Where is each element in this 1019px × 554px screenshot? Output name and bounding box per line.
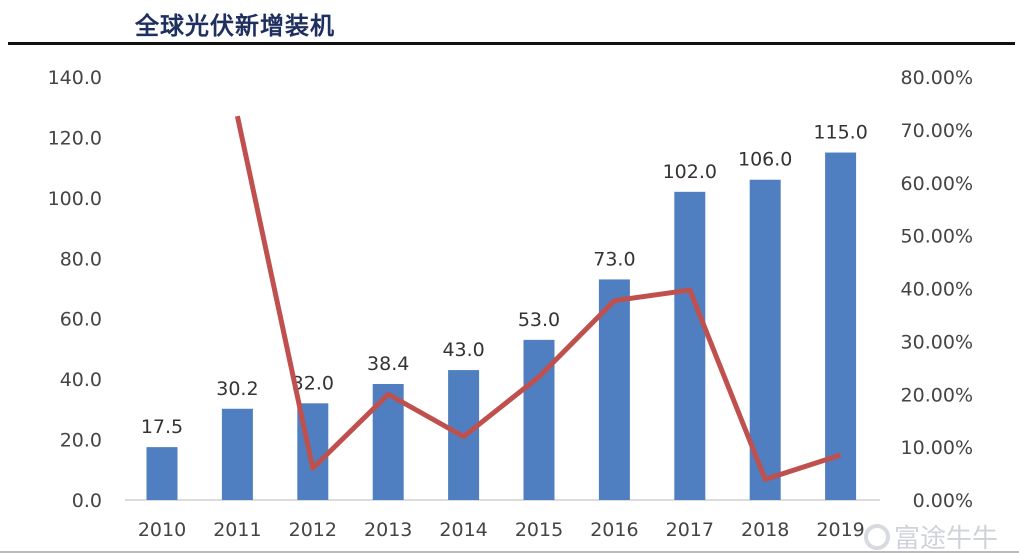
bar-data-label: 32.0 bbox=[292, 372, 334, 394]
bottom-divider bbox=[0, 551, 1019, 553]
bar-2011 bbox=[221, 408, 253, 500]
left-axis-tick-label: 40.0 bbox=[60, 369, 102, 391]
x-axis-tick-label: 2011 bbox=[213, 519, 261, 541]
bar-2016 bbox=[598, 279, 630, 500]
bar-2019 bbox=[825, 152, 857, 501]
bar-data-label: 30.2 bbox=[216, 378, 258, 400]
bar-data-label: 106.0 bbox=[738, 149, 792, 171]
x-axis-tick-label: 2012 bbox=[289, 519, 337, 541]
watermark: 富途牛牛 bbox=[894, 524, 998, 554]
right-axis-tick-label: 10.00% bbox=[901, 437, 973, 459]
title-divider bbox=[8, 42, 1015, 45]
bar-data-label: 43.0 bbox=[442, 339, 484, 361]
x-axis-tick-label: 2013 bbox=[364, 519, 412, 541]
x-axis-tick-label: 2016 bbox=[590, 519, 638, 541]
bar-2010 bbox=[146, 447, 178, 500]
right-axis-tick-label: 50.00% bbox=[901, 226, 973, 248]
left-axis-tick-label: 20.0 bbox=[60, 430, 102, 452]
x-axis-tick-label: 2010 bbox=[138, 519, 186, 541]
bar-data-label: 115.0 bbox=[813, 122, 867, 144]
right-axis-tick-label: 70.00% bbox=[901, 120, 973, 142]
right-axis-tick-label: 40.00% bbox=[901, 279, 973, 301]
left-axis-tick-label: 100.0 bbox=[48, 188, 102, 210]
right-axis-tick-label: 30.00% bbox=[901, 331, 973, 353]
left-axis-tick-label: 140.0 bbox=[48, 67, 102, 89]
growth-rate-line bbox=[234, 115, 842, 482]
right-axis-tick-label: 80.00% bbox=[901, 67, 973, 89]
right-axis-tick-label: 60.00% bbox=[901, 173, 973, 195]
bar-data-label: 53.0 bbox=[518, 309, 560, 331]
watermark-logo-icon bbox=[864, 524, 890, 550]
x-axis-tick-label: 2018 bbox=[741, 519, 789, 541]
bar-data-label: 17.5 bbox=[141, 416, 183, 438]
chart-title: 全球光伏新增装机 bbox=[135, 11, 335, 40]
x-axis-tick-label: 2014 bbox=[439, 519, 487, 541]
bar-data-label: 38.4 bbox=[367, 353, 409, 375]
bar-2018 bbox=[749, 179, 781, 500]
x-axis-tick-label: 2019 bbox=[816, 519, 864, 541]
bar-data-label: 73.0 bbox=[593, 248, 635, 270]
x-axis-tick-label: 2015 bbox=[515, 519, 563, 541]
right-axis-tick-label: 20.00% bbox=[901, 384, 973, 406]
left-axis-tick-label: 120.0 bbox=[48, 127, 102, 149]
right-axis-tick-label: 0.00% bbox=[913, 490, 973, 512]
bar-data-label: 102.0 bbox=[663, 161, 717, 183]
left-axis-tick-label: 60.0 bbox=[60, 309, 102, 331]
bar-2017 bbox=[674, 191, 706, 501]
x-axis-tick-label: 2017 bbox=[666, 519, 714, 541]
left-axis-tick-label: 80.0 bbox=[60, 248, 102, 270]
left-axis-tick-label: 0.0 bbox=[72, 490, 102, 512]
